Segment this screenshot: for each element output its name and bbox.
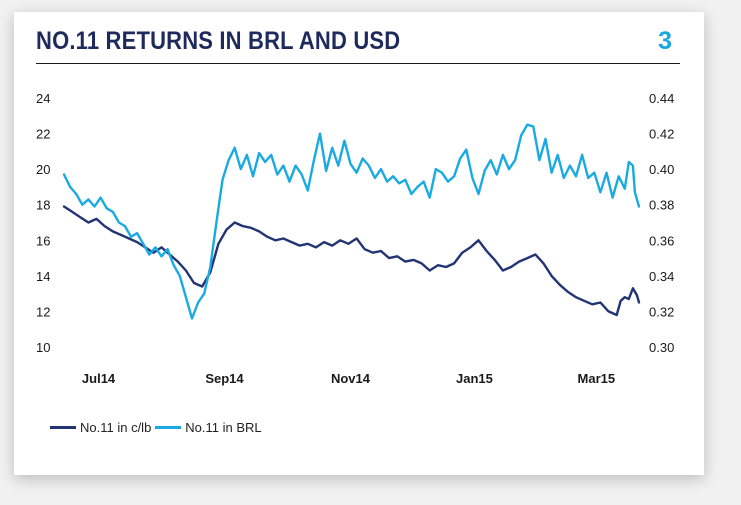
x-tick-label: Sep14 [205,371,244,386]
x-axis: Jul14 Sep14 Nov14 Jan15 Mar15 [82,371,615,386]
y-right-tick-label: 0.34 [649,269,674,284]
legend-item-usd: No.11 in c/lb [50,420,151,435]
legend-swatch-brl [155,425,182,429]
y-left-tick-label: 10 [36,340,50,355]
y-right-tick-label: 0.38 [649,198,674,213]
x-tick-label: Jul14 [82,371,116,386]
x-tick-label: Mar15 [578,371,616,386]
legend-label-usd: No.11 in c/lb [80,419,152,435]
y-right-tick-label: 0.40 [649,162,674,177]
series-line-brl [62,123,641,320]
series-line-usd [62,205,641,317]
y-left-tick-label: 18 [36,198,50,213]
x-tick-label: Nov14 [331,371,371,386]
page-number: 3 [658,27,672,55]
y-right-tick-label: 0.30 [649,340,674,355]
legend: No.11 in c/lb No.11 in BRL [50,417,266,437]
chart-title: NO.11 RETURNS IN BRL AND USD [36,27,401,55]
x-tick-label: Jan15 [456,371,493,386]
y-left-axis: 24 22 20 18 16 14 12 10 [36,91,50,355]
y-right-tick-label: 0.32 [649,304,674,319]
y-right-tick-label: 0.42 [649,127,674,142]
y-left-tick-label: 20 [36,162,50,177]
y-left-tick-label: 14 [36,269,50,284]
y-right-tick-label: 0.36 [649,233,674,248]
y-left-tick-label: 24 [36,91,50,106]
y-right-tick-label: 0.44 [649,91,674,106]
y-right-axis: 0.44 0.42 0.40 0.38 0.36 0.34 0.32 0.30 [649,91,674,355]
legend-item-brl: No.11 in BRL [155,419,262,435]
chart-header: NO.11 RETURNS IN BRL AND USD 3 [36,25,680,64]
y-left-tick-label: 12 [36,304,50,319]
y-left-tick-label: 16 [36,233,50,248]
legend-label-brl: No.11 in BRL [185,419,262,435]
series-layer [62,123,641,320]
y-left-tick-label: 22 [36,127,50,142]
legend-swatch-usd [50,425,76,429]
